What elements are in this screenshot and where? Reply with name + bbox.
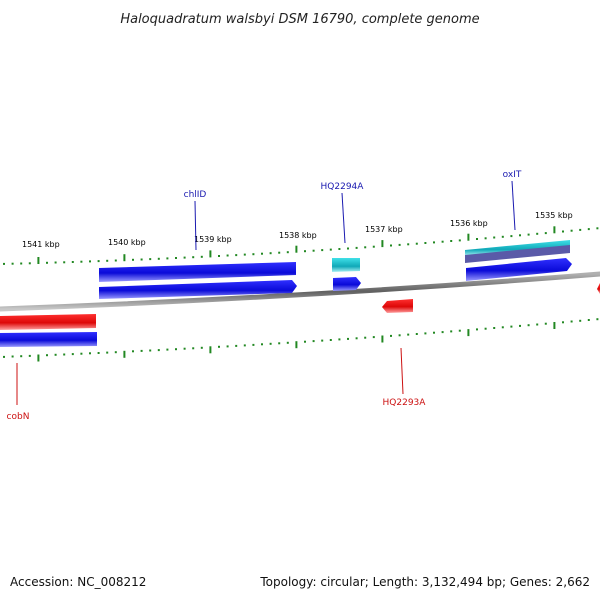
tick-label-1539: 1539 kbp <box>194 235 232 244</box>
tick-label-1541: 1541 kbp <box>22 240 60 249</box>
gene-cobN[interactable] <box>0 314 96 330</box>
genome-backbone <box>0 271 600 312</box>
gene-edge-reverse[interactable] <box>597 283 600 294</box>
accession-text: Accession: NC_008212 <box>10 575 146 589</box>
gene-oxIT-band[interactable] <box>465 245 570 263</box>
gene-HQ2293A[interactable] <box>382 299 413 313</box>
tick-label-1536: 1536 kbp <box>450 219 488 228</box>
gene-label-HQ2294A[interactable]: HQ2294A <box>321 182 365 192</box>
map-title: Haloquadratum walsbyi DSM 16790, complet… <box>120 12 479 27</box>
reverse-tick-scale <box>3 318 599 362</box>
gene-oxIT[interactable] <box>466 258 572 281</box>
gene-chlID-upper[interactable] <box>99 262 296 282</box>
gene-oxIT-rna[interactable] <box>465 240 570 256</box>
gene-chlID-lower[interactable] <box>99 280 297 299</box>
tick-label-1540: 1540 kbp <box>108 238 146 247</box>
forward-tick-scale <box>3 226 599 265</box>
gene-label-oxIT[interactable]: oxIT <box>503 170 522 180</box>
gene-label-HQ2293A[interactable]: HQ2293A <box>383 398 427 408</box>
genome-summary-text: Topology: circular; Length: 3,132,494 bp… <box>259 575 590 589</box>
tick-label-1538: 1538 kbp <box>279 231 317 240</box>
leader-HQ2293A <box>400 347 404 395</box>
gene-HQ2294A-rna[interactable] <box>332 258 360 272</box>
gene-label-cobN[interactable]: cobN <box>7 412 30 422</box>
gene-cobN-blue[interactable] <box>0 332 97 347</box>
gene-HQ2294A[interactable] <box>333 277 361 291</box>
gene-label-chlID[interactable]: chlID <box>184 190 207 200</box>
leader-oxIT <box>511 180 516 231</box>
leader-chlID <box>194 200 197 251</box>
leader-HQ2294A <box>341 192 346 244</box>
label-leaders <box>16 180 516 405</box>
tick-label-1537: 1537 kbp <box>365 225 403 234</box>
reverse-genes <box>0 283 600 347</box>
tick-label-1535: 1535 kbp <box>535 211 573 220</box>
forward-genes <box>99 240 572 299</box>
